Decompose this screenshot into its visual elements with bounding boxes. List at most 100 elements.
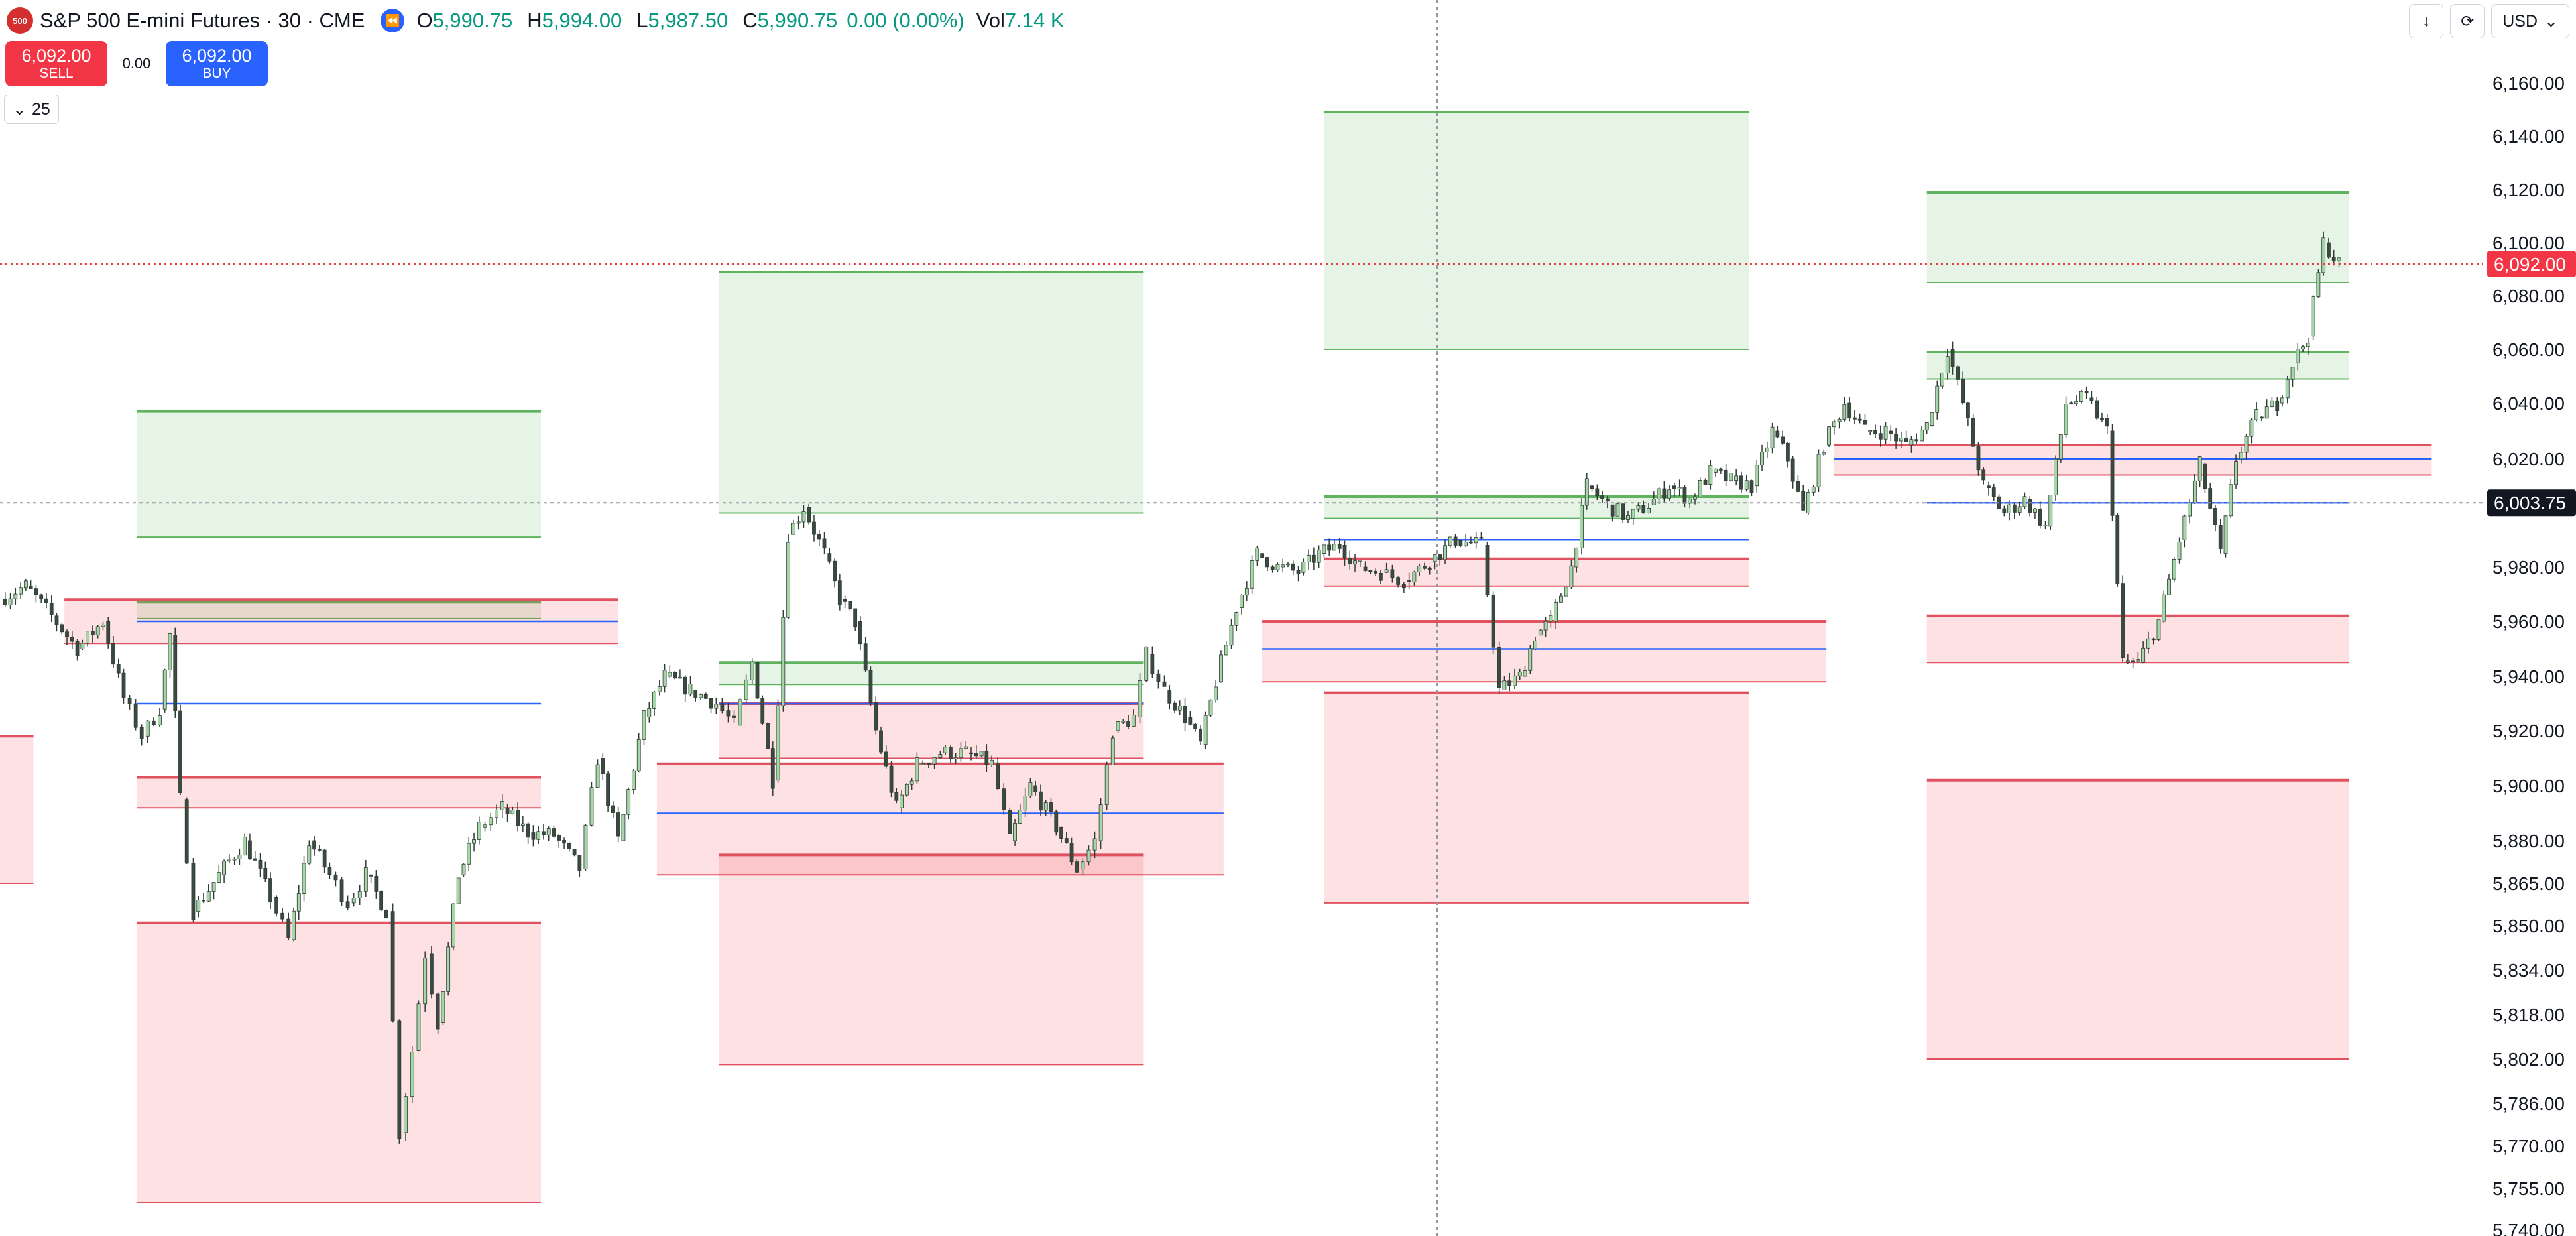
y-tick-label-22: 5,740.00	[2492, 1220, 2565, 1236]
candle-body-291	[1559, 595, 1563, 603]
y-tick-label-2: 6,120.00	[2492, 180, 2565, 200]
candle-body-41	[222, 861, 226, 875]
candle-body-1	[8, 598, 13, 605]
candle-body-290	[1554, 601, 1558, 622]
candle-body-300	[1605, 498, 1610, 502]
candle-body-151	[817, 534, 821, 540]
candle-body-124	[673, 672, 677, 679]
candle-body-283	[1517, 671, 1522, 676]
candle-body-6	[34, 588, 38, 595]
candle-body-128	[693, 690, 698, 698]
candle-body-155	[837, 580, 842, 605]
candle-body-370	[1966, 402, 1970, 418]
replay-icon[interactable]: ⏪	[381, 9, 405, 32]
candle-body-350	[1863, 420, 1867, 425]
candle-body-317	[1693, 496, 1697, 500]
candle-body-149	[807, 507, 811, 523]
candle-body-258	[1384, 569, 1389, 573]
currency-selector[interactable]: USD ⌄	[2491, 4, 2569, 38]
trade-panel: 6,092.00 SELL 0.00 6,092.00 BUY	[5, 41, 268, 86]
candle-body-305	[1631, 509, 1635, 519]
candle-body-365	[1940, 373, 1944, 387]
candle-body-209	[1126, 721, 1130, 727]
candle-body-351	[1868, 430, 1873, 432]
candle-body-429	[2270, 400, 2274, 408]
candle-body-260	[1396, 577, 1401, 585]
candle-body-95	[520, 823, 525, 826]
candle-body-356	[1894, 433, 1898, 442]
indicator-collapse-toggle[interactable]: ⌄ 25	[4, 95, 59, 124]
candle-body-360	[1914, 439, 1919, 442]
candle-body-53	[286, 918, 291, 938]
candle-body-307	[1641, 505, 1646, 513]
candle-body-186	[1002, 788, 1006, 810]
candle-body-414	[2192, 480, 2197, 503]
candle-body-405	[2146, 638, 2150, 649]
candle-body-416	[2203, 464, 2207, 489]
candle-body-259	[1390, 569, 1395, 578]
y-tick-label-21: 5,755.00	[2492, 1178, 2565, 1199]
candle-body-211	[1138, 680, 1142, 717]
candle-body-420	[2223, 515, 2228, 554]
candle-body-68	[369, 874, 373, 877]
y-tick-label-0: 6,160.00	[2492, 73, 2565, 93]
candle-body-56	[302, 863, 306, 894]
candle-body-76	[416, 1003, 421, 1051]
candle-body-37	[202, 899, 205, 902]
refresh-icon[interactable]: ⟳	[2450, 4, 2485, 38]
candle-body-286	[1533, 640, 1537, 649]
y-tick-label-16: 5,834.00	[2492, 960, 2565, 981]
arrow-down-icon[interactable]: ↓	[2409, 4, 2444, 38]
candle-body-67	[363, 867, 368, 892]
candle-body-436	[2306, 343, 2310, 347]
candle-body-227	[1224, 645, 1228, 656]
sell-button[interactable]: 6,092.00 SELL	[5, 41, 107, 86]
candle-body-406	[2151, 638, 2156, 641]
demand-zone-10	[719, 855, 1144, 1065]
candle-body-250	[1342, 545, 1347, 559]
candle-body-29	[158, 715, 162, 725]
y-tick-label-13: 5,880.00	[2492, 831, 2565, 851]
candle-body-331	[1765, 447, 1769, 453]
candle-body-321	[1714, 468, 1718, 473]
candle-body-196	[1054, 811, 1059, 833]
candle-body-326	[1739, 475, 1743, 490]
ohlc-close: C5,990.75	[742, 9, 838, 32]
candle-body-344	[1832, 421, 1836, 428]
candle-body-265	[1423, 565, 1427, 569]
candle-body-172	[927, 763, 931, 765]
candle-body-328	[1749, 480, 1754, 493]
candle-body-3	[19, 587, 23, 595]
candle-body-74	[404, 1096, 408, 1133]
buy-button[interactable]: 6,092.00 BUY	[166, 41, 268, 86]
candle-body-275	[1474, 537, 1478, 544]
supply-zone-17	[1926, 352, 2350, 379]
candle-body-274	[1469, 541, 1473, 544]
candle-body-438	[2316, 272, 2321, 297]
candle-body-349	[1857, 418, 1862, 421]
y-tick-label-19: 5,786.00	[2492, 1093, 2565, 1114]
candle-body-238	[1281, 564, 1285, 568]
candle-body-383	[2033, 508, 2037, 513]
candle-body-225	[1214, 686, 1218, 701]
candle-body-174	[938, 754, 943, 758]
candle-body-325	[1734, 475, 1739, 481]
candle-body-380	[2017, 506, 2022, 513]
candle-body-166	[894, 792, 899, 801]
candle-body-390	[2069, 402, 2074, 404]
candle-body-229	[1234, 612, 1239, 626]
candle-body-336	[1790, 458, 1795, 482]
candle-body-19	[101, 624, 105, 627]
candle-body-152	[822, 538, 827, 549]
ohlc-high: H5,994.00	[527, 9, 622, 32]
candle-body-417	[2208, 488, 2213, 509]
candle-body-293	[1569, 565, 1574, 588]
candle-body-329	[1755, 465, 1759, 487]
candle-body-248	[1332, 544, 1336, 551]
candle-body-343	[1827, 426, 1831, 446]
candle-body-433	[2290, 367, 2295, 380]
symbol-title[interactable]: S&P 500 E-mini Futures · 30 · CME	[40, 9, 365, 32]
candle-body-202	[1086, 849, 1091, 863]
candle-body-27	[145, 720, 150, 737]
